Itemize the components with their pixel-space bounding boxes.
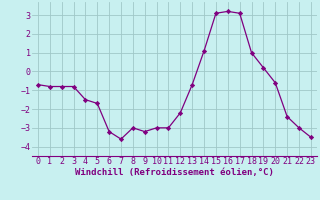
X-axis label: Windchill (Refroidissement éolien,°C): Windchill (Refroidissement éolien,°C) [75,168,274,177]
